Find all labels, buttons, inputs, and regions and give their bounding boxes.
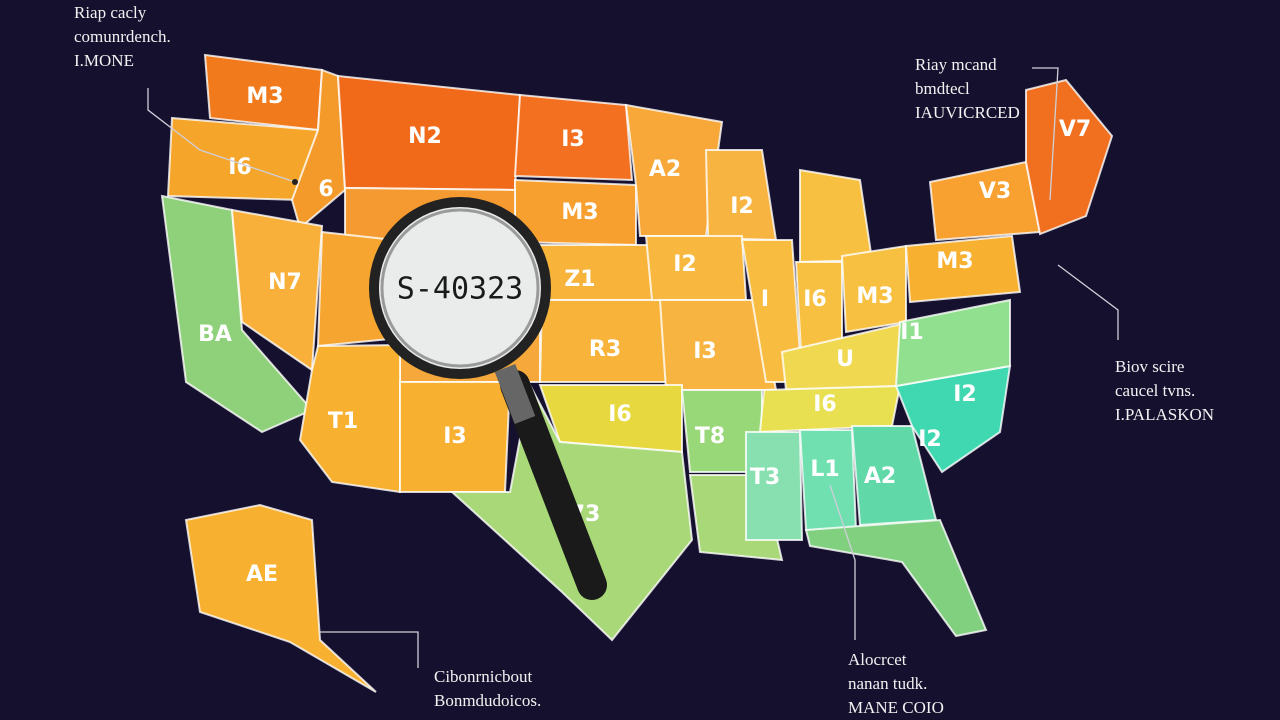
state-label: 6	[318, 177, 333, 202]
state-regions	[160, 53, 1114, 693]
state-label: I1	[900, 320, 924, 345]
state-label: N7	[268, 270, 302, 295]
state-label: I3	[693, 339, 717, 364]
leader-line	[147, 88, 296, 183]
annotation-text: Riay mcand	[915, 55, 997, 74]
leader-dot	[292, 179, 298, 185]
state-label: T1	[328, 409, 358, 434]
magnifier-lens	[369, 197, 551, 379]
annotation-text: bmdtecl	[915, 79, 970, 98]
annotation-text: I.MONE	[74, 51, 134, 70]
annotation-text: caucel tvns.	[1115, 381, 1195, 400]
state	[513, 93, 634, 182]
state	[799, 168, 874, 264]
state	[804, 518, 988, 638]
state	[894, 298, 1011, 388]
magnifier-neck	[494, 364, 536, 424]
state-label: I2	[953, 382, 977, 407]
state-label: M3	[561, 200, 598, 225]
state-label: V7	[1059, 117, 1091, 142]
annotation-text: nanan tudk.	[848, 674, 927, 693]
annotations: Riap cacly comunrdench. I.MONE Riay mcand bm…	[74, 3, 1214, 717]
state-label: I2	[918, 427, 942, 452]
annotation-text: Biov scire	[1115, 357, 1184, 376]
annotation-text: IAUVICRCED	[915, 103, 1020, 122]
state-label: M3	[856, 284, 893, 309]
state-label: AE	[246, 562, 278, 587]
state-label: I6	[228, 155, 252, 180]
annotation-text: comunrdench.	[74, 27, 171, 46]
state-label: I2	[673, 252, 697, 277]
state-label: U	[836, 347, 854, 372]
annotation-text: Cibonrnicbout	[434, 667, 532, 686]
magnifier-text: S-40323	[397, 272, 523, 307]
state-label: L1	[810, 457, 839, 482]
state-label: Z1	[564, 267, 595, 292]
leader-line	[320, 631, 419, 668]
leader-lines	[147, 67, 1119, 668]
annotation-text: Alocrcet	[848, 650, 907, 669]
state-label: I6	[608, 402, 632, 427]
state-label: I6	[803, 287, 827, 312]
state-label: A2	[649, 157, 681, 182]
state-label: T3	[750, 465, 780, 490]
state-label: A2	[864, 464, 896, 489]
leader-line	[1032, 67, 1059, 201]
state-label: I3	[443, 424, 467, 449]
state-label: I6	[813, 392, 837, 417]
leader-line	[1057, 264, 1119, 340]
annotation-text: MANE COIO	[848, 698, 944, 717]
state-label: I	[761, 287, 769, 312]
leader-line	[829, 484, 856, 640]
state-label: BA	[198, 322, 232, 347]
state-label: M3	[246, 84, 283, 109]
state-label: V3	[979, 179, 1011, 204]
state	[745, 431, 804, 541]
state-label: I3	[561, 127, 585, 152]
state-label: T8	[695, 424, 725, 449]
magnifier-rim	[380, 208, 540, 368]
annotation-text: I.PALASKON	[1115, 405, 1214, 424]
state-label: N2	[408, 124, 442, 149]
annotation-text: Bonmdudoicos.	[434, 691, 541, 710]
state-label: M3	[936, 249, 973, 274]
annotation-text: Riap cacly	[74, 3, 147, 22]
state	[904, 234, 1022, 304]
state-label: R3	[589, 337, 621, 362]
state	[1025, 78, 1114, 236]
state-label: I2	[730, 194, 754, 219]
magnifier: S-40323	[369, 197, 607, 600]
state	[184, 503, 377, 693]
